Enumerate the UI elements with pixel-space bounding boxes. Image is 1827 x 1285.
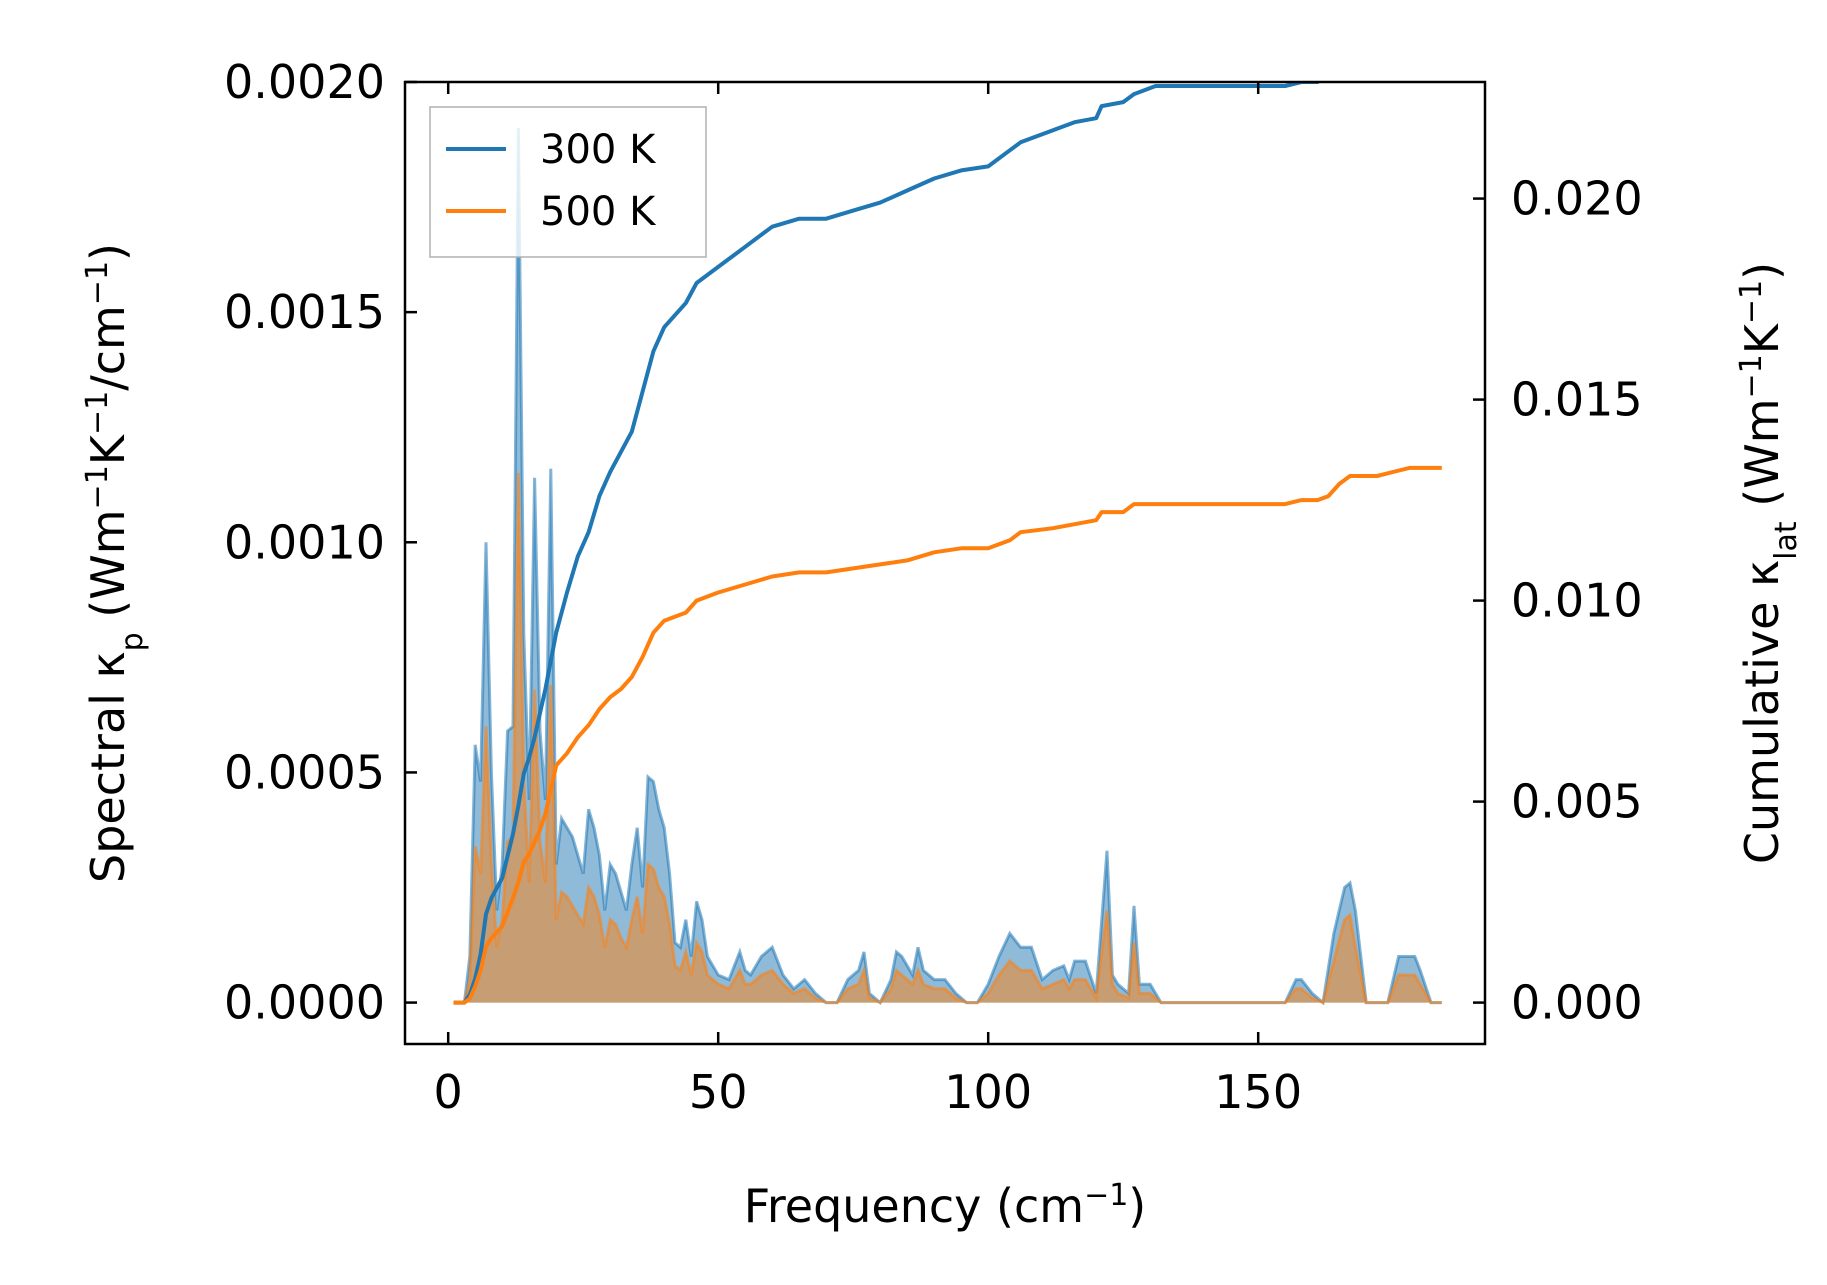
spectral-series-layer: [453, 127, 1442, 1006]
y-right-tick-label-3: 0.015: [1511, 373, 1643, 427]
x-axis-label: Frequency (cm−1): [744, 1178, 1147, 1234]
spectral-line-0: [453, 127, 1442, 1006]
x-tick-label-1: 50: [689, 1065, 748, 1119]
y-left-tick-label-2: 0.0010: [224, 515, 385, 569]
spectral-area-1: [453, 473, 1442, 1003]
plot-frame: [403, 80, 1487, 1046]
x-tick-label-0: 0: [434, 1065, 463, 1119]
y-left-tick-label-1: 0.0005: [224, 745, 385, 799]
y-axis-left: 0.0000 0.0005 0.0010 0.0015 0.0020: [224, 55, 417, 1030]
y-axis-right-label: Cumulative κlat (Wm−1K−1): [1734, 262, 1804, 864]
y-left-tick-label-3: 0.0015: [224, 285, 385, 339]
y-right-tick-label-2: 0.010: [1511, 574, 1643, 628]
x-axis: 0 50 100 150: [434, 82, 1302, 1119]
y-axis-right: 0.000 0.005 0.010 0.015 0.020: [1473, 172, 1643, 1030]
y-axis-left-label: Spectral κp (Wm−1K−1/cm−1): [80, 243, 150, 883]
y-left-tick-label-4: 0.0020: [224, 55, 385, 109]
x-tick-label-2: 100: [944, 1065, 1032, 1119]
cumulative-series-layer: [453, 82, 1442, 1005]
cumulative-line-1: [453, 465, 1442, 1005]
y-left-tick-label-0: 0.0000: [224, 976, 385, 1030]
y-right-tick-label-4: 0.020: [1511, 172, 1643, 226]
legend: 300 K 500 K: [429, 106, 707, 258]
x-tick-label-3: 150: [1214, 1065, 1302, 1119]
legend-label-500k: 500 K: [540, 189, 657, 235]
spectral-line-1: [453, 473, 1442, 1005]
legend-frame: [429, 106, 707, 258]
cumulative-line-0: [453, 82, 1321, 1005]
legend-label-300k: 300 K: [540, 127, 657, 173]
y-right-tick-label-1: 0.005: [1511, 775, 1643, 829]
y-right-tick-label-0: 0.000: [1511, 976, 1643, 1030]
